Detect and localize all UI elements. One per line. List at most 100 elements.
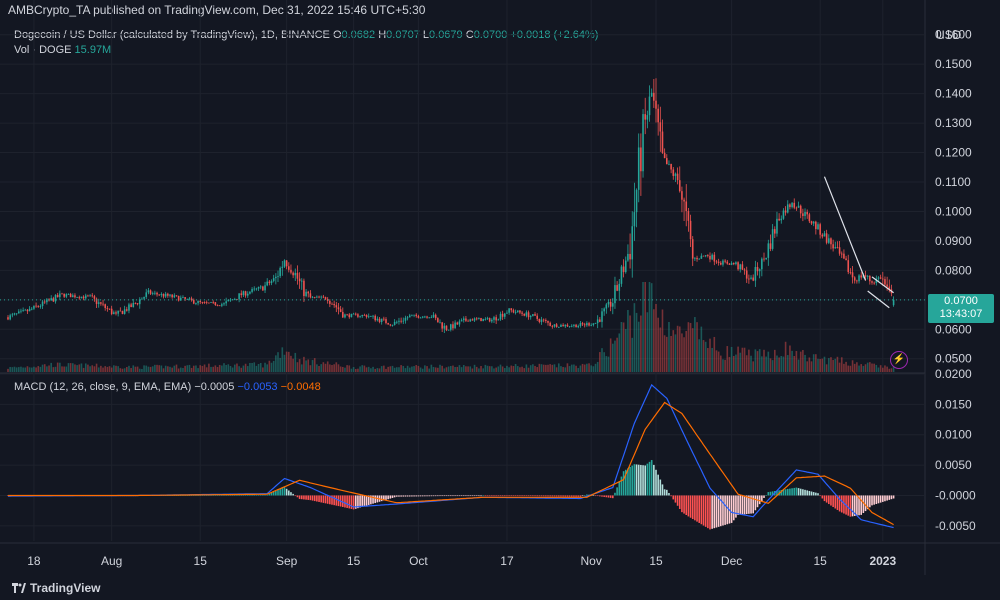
- candle-body: [637, 147, 640, 190]
- tradingview-logo[interactable]: TradingView: [12, 581, 100, 595]
- candle-body: [538, 318, 541, 322]
- volume-bar: [156, 364, 158, 372]
- volume-bar: [348, 365, 351, 372]
- volume-bar: [864, 364, 867, 372]
- macd-hist-bar: [385, 495, 387, 500]
- macd-hist-bar: [806, 490, 808, 496]
- candle-body: [199, 300, 202, 303]
- macd-hist-bar: [499, 495, 502, 497]
- candle-body: [316, 296, 318, 298]
- volume-bar: [689, 322, 692, 372]
- volume-bar: [633, 303, 636, 372]
- channel-lower-line[interactable]: [867, 290, 890, 309]
- volume-bar: [408, 367, 411, 372]
- macd-hist-bar: [357, 495, 359, 509]
- macd-hist-bar: [737, 495, 739, 515]
- volume-bar: [195, 365, 197, 372]
- volume-bar: [253, 362, 256, 372]
- macd-hist-bar: [661, 484, 664, 496]
- volume-bar: [303, 356, 305, 372]
- volume-bar: [763, 349, 765, 372]
- candle-body: [748, 278, 750, 280]
- macd-hist-bar: [607, 495, 610, 498]
- candle-body: [663, 152, 666, 159]
- macd-hist-bar: [678, 495, 681, 509]
- candle-body: [318, 296, 320, 298]
- macd-hist-bar: [560, 495, 562, 497]
- price-axis-ticks[interactable]: 0.1600 0.1500 0.1400 0.1300 0.1200 0.1100 0.10…: [935, 28, 972, 366]
- currency-label[interactable]: USD: [936, 28, 962, 42]
- macd-hist-bar: [832, 495, 834, 508]
- candle-body: [886, 284, 888, 287]
- candle-body: [683, 199, 685, 202]
- volume-bar: [849, 365, 852, 372]
- macd-hist-bar: [290, 492, 292, 496]
- time-tick-label: 15: [194, 554, 208, 568]
- macd-indicator-label[interactable]: MACD (12, 26, close, 9, EMA, EMA): [14, 381, 192, 393]
- volume-label[interactable]: Vol · DOGE: [14, 44, 72, 56]
- lightning-icon[interactable]: ⚡: [890, 351, 908, 369]
- drawings[interactable]: [823, 176, 894, 309]
- macd-hist-bar: [322, 495, 325, 503]
- candle-body: [333, 304, 335, 306]
- macd-hist-bar: [266, 494, 268, 496]
- volume-bar: [41, 364, 44, 372]
- volume-bar: [400, 365, 402, 372]
- macd-hist-bar: [694, 495, 696, 521]
- volume-bar: [529, 365, 532, 372]
- volume-bar: [460, 367, 463, 372]
- macd-hist-bar: [439, 495, 441, 497]
- volume-bar: [717, 351, 720, 372]
- volume-bar: [620, 321, 623, 372]
- macd-hist-bar: [424, 495, 426, 497]
- volume-bar: [432, 366, 435, 372]
- candle-body: [119, 310, 122, 312]
- candle-body: [305, 291, 307, 297]
- candle-body: [253, 288, 256, 290]
- time-tick-label: 15: [347, 554, 361, 568]
- macd-hist-bar: [616, 487, 618, 496]
- volume-bar: [383, 365, 385, 372]
- macd-hist-bar: [709, 495, 711, 530]
- volume-bar: [290, 355, 292, 372]
- candle-body: [376, 318, 379, 321]
- candle-body: [558, 326, 560, 328]
- macd-hist-bar: [858, 495, 860, 516]
- volume-bar: [475, 366, 478, 372]
- candle-body: [724, 260, 726, 262]
- volume-bar: [858, 365, 860, 372]
- candle-body: [758, 269, 761, 272]
- macd-hist-bar: [732, 495, 735, 521]
- macd-hist-bar: [579, 495, 582, 497]
- candle-body: [678, 180, 681, 192]
- volume-bar: [426, 366, 428, 372]
- volume-bar: [138, 368, 141, 372]
- macd-hist-bar: [251, 494, 253, 496]
- macd-hist-bar: [294, 495, 297, 497]
- candle-body: [653, 92, 655, 101]
- volume-bar: [473, 364, 476, 372]
- volume-bar: [102, 367, 104, 372]
- macd-hist-bar: [460, 495, 463, 497]
- candle-body: [408, 315, 411, 318]
- volume-bar: [313, 358, 316, 372]
- volume-bar: [320, 364, 322, 372]
- trendline[interactable]: [823, 176, 867, 281]
- macd-hist-bar: [884, 495, 886, 502]
- time-tick-label: 15: [813, 554, 827, 568]
- time-axis-ticks[interactable]: 18 Aug 15 Sep 15 Oct 17 Nov 15 Dec 15 2023: [27, 554, 896, 568]
- macd-hist-bar: [538, 495, 541, 497]
- volume-bar: [78, 364, 81, 372]
- channel-upper-line[interactable]: [871, 276, 894, 294]
- volume-bar: [212, 366, 214, 372]
- volume-bar: [599, 352, 601, 372]
- volume-bar: [154, 364, 156, 372]
- candle-body: [246, 293, 249, 296]
- macd-axis-ticks[interactable]: 0.0200 0.0150 0.0100 0.0050 -0.0000 -0.0050: [935, 367, 976, 533]
- volume-bar: [514, 363, 517, 372]
- macd-tick-label: -0.0050: [935, 519, 976, 533]
- volume-bar: [462, 365, 465, 372]
- macd-hist-bar: [335, 495, 338, 506]
- candle-body: [460, 320, 463, 322]
